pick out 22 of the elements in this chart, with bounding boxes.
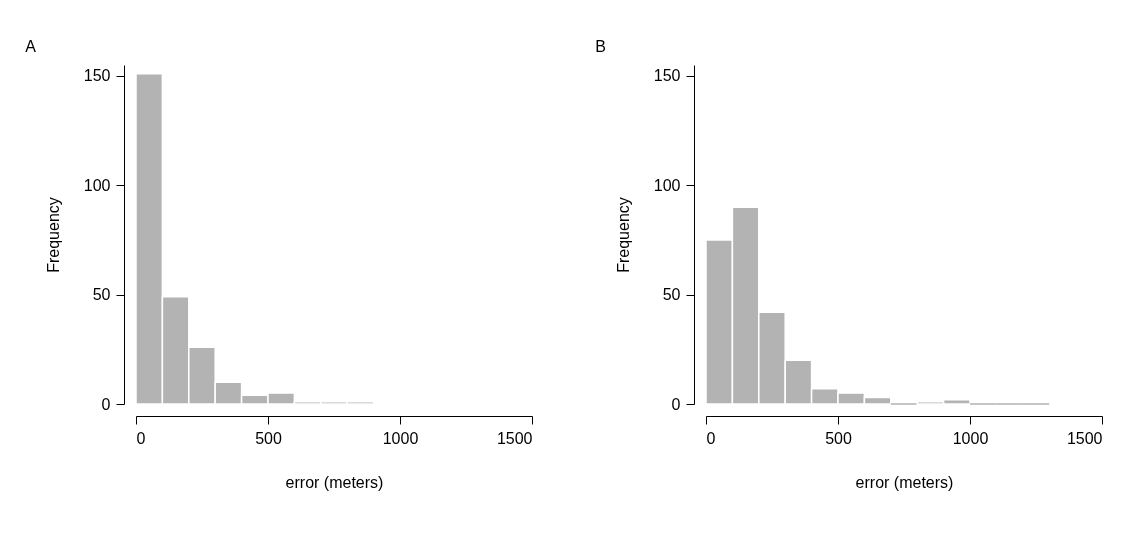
x-tick-label: 1000	[382, 429, 419, 447]
x-tick-label: 500	[825, 429, 852, 447]
y-tick-label: 0	[671, 395, 681, 413]
x-axis-title: error (meters)	[285, 473, 384, 491]
y-tick-label: 100	[653, 176, 681, 194]
x-tick-label: 1500	[496, 429, 533, 447]
y-tick-label: 100	[83, 176, 111, 194]
x-tick-label: 500	[255, 429, 282, 447]
y-tick-label: 0	[101, 395, 111, 413]
y-tick-label: 50	[92, 286, 111, 304]
y-axis-title: Frequency	[44, 197, 62, 273]
x-tick-label: 0	[706, 429, 716, 447]
y-axis-title: Frequency	[614, 197, 632, 273]
x-axis-title: error (meters)	[855, 473, 954, 491]
x-tick-label: 1500	[1066, 429, 1103, 447]
y-tick-label: 50	[662, 286, 681, 304]
x-tick-label: 1000	[952, 429, 989, 447]
y-tick-label: 150	[83, 67, 111, 85]
chart-title: A	[25, 38, 37, 55]
chart-title: B	[595, 38, 606, 55]
x-tick-label: 0	[136, 429, 146, 447]
y-tick-label: 150	[653, 67, 681, 85]
